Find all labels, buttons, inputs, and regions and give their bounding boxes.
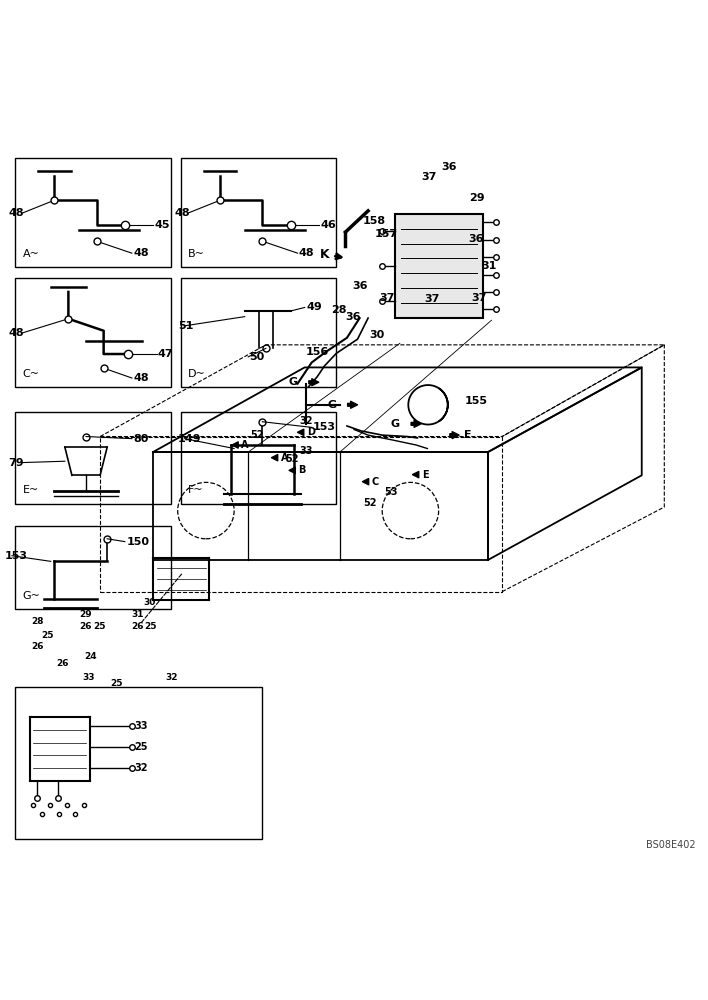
- Text: 30: 30: [144, 598, 156, 607]
- Bar: [181, 158, 336, 267]
- Text: G: G: [288, 377, 297, 387]
- Text: 25: 25: [144, 622, 156, 631]
- Text: 150: 150: [126, 537, 149, 547]
- Text: G: G: [327, 400, 336, 410]
- Bar: [16, 526, 171, 609]
- Text: 26: 26: [131, 622, 144, 631]
- Text: 33: 33: [134, 721, 147, 731]
- Text: 37: 37: [472, 293, 487, 303]
- Text: E: E: [422, 470, 428, 480]
- Text: 37: 37: [425, 294, 440, 304]
- Text: 36: 36: [346, 312, 361, 322]
- Bar: [16, 278, 171, 387]
- Text: 52: 52: [363, 498, 377, 508]
- Text: 36: 36: [353, 281, 368, 291]
- Text: 153: 153: [313, 422, 336, 432]
- Text: F~: F~: [188, 485, 204, 495]
- Text: 155: 155: [464, 396, 488, 406]
- Text: 29: 29: [79, 610, 91, 619]
- Text: 149: 149: [178, 434, 201, 444]
- Text: 25: 25: [110, 679, 123, 688]
- Text: 53: 53: [384, 487, 398, 497]
- Text: 48: 48: [174, 208, 190, 218]
- Text: 157: 157: [375, 229, 399, 239]
- Text: 26: 26: [31, 642, 43, 651]
- Text: 47: 47: [158, 349, 173, 359]
- Bar: [181, 278, 336, 387]
- Text: A: A: [241, 440, 249, 450]
- Text: K: K: [320, 248, 341, 261]
- Text: 80: 80: [133, 434, 149, 444]
- Text: G~: G~: [23, 591, 40, 601]
- Text: 48: 48: [8, 208, 24, 218]
- Text: 32: 32: [165, 673, 178, 682]
- Text: C: C: [372, 477, 379, 487]
- Text: 31: 31: [131, 610, 144, 619]
- Text: E~: E~: [23, 485, 39, 495]
- Text: 48: 48: [133, 248, 149, 258]
- Text: 51: 51: [178, 321, 193, 331]
- Text: B~: B~: [188, 249, 205, 259]
- Text: 26: 26: [79, 622, 91, 631]
- Text: 32: 32: [299, 416, 312, 426]
- Text: 29: 29: [469, 193, 484, 203]
- Text: 31: 31: [481, 261, 496, 271]
- Text: 158: 158: [362, 216, 386, 226]
- Text: 37: 37: [422, 172, 437, 182]
- Text: 156: 156: [306, 347, 329, 357]
- Text: 28: 28: [31, 617, 43, 626]
- Text: 33: 33: [83, 673, 95, 682]
- Text: BS08E402: BS08E402: [646, 840, 696, 850]
- Text: 25: 25: [134, 742, 147, 752]
- Text: C~: C~: [23, 369, 40, 379]
- Text: D: D: [307, 427, 315, 437]
- Text: G: G: [391, 419, 400, 429]
- Text: A~: A~: [23, 249, 40, 259]
- Text: A: A: [280, 453, 288, 463]
- Bar: [395, 214, 483, 318]
- Text: 32: 32: [134, 763, 147, 773]
- Text: 48: 48: [299, 248, 314, 258]
- Text: 25: 25: [42, 631, 54, 640]
- Text: 26: 26: [57, 659, 69, 668]
- Text: 36: 36: [442, 162, 457, 172]
- Text: 30: 30: [370, 330, 384, 340]
- Text: 33: 33: [299, 446, 312, 456]
- Text: 36: 36: [468, 234, 484, 244]
- Text: F: F: [464, 430, 472, 440]
- Text: 49: 49: [307, 302, 323, 312]
- Text: 37: 37: [379, 293, 395, 303]
- Bar: [16, 687, 263, 839]
- Bar: [16, 158, 171, 267]
- Text: 46: 46: [320, 220, 336, 230]
- Bar: [16, 412, 171, 504]
- Text: 48: 48: [133, 373, 149, 383]
- Text: 48: 48: [8, 328, 24, 338]
- Text: 28: 28: [331, 305, 347, 315]
- Text: 52: 52: [285, 454, 298, 464]
- Text: 45: 45: [154, 220, 170, 230]
- Text: 50: 50: [250, 352, 265, 362]
- Bar: [181, 412, 336, 504]
- Text: 24: 24: [84, 652, 97, 661]
- Text: 153: 153: [5, 551, 28, 561]
- Text: B: B: [298, 465, 306, 475]
- Text: D~: D~: [188, 369, 206, 379]
- Text: 25: 25: [93, 622, 105, 631]
- Text: 52: 52: [251, 430, 264, 440]
- Text: 79: 79: [8, 458, 24, 468]
